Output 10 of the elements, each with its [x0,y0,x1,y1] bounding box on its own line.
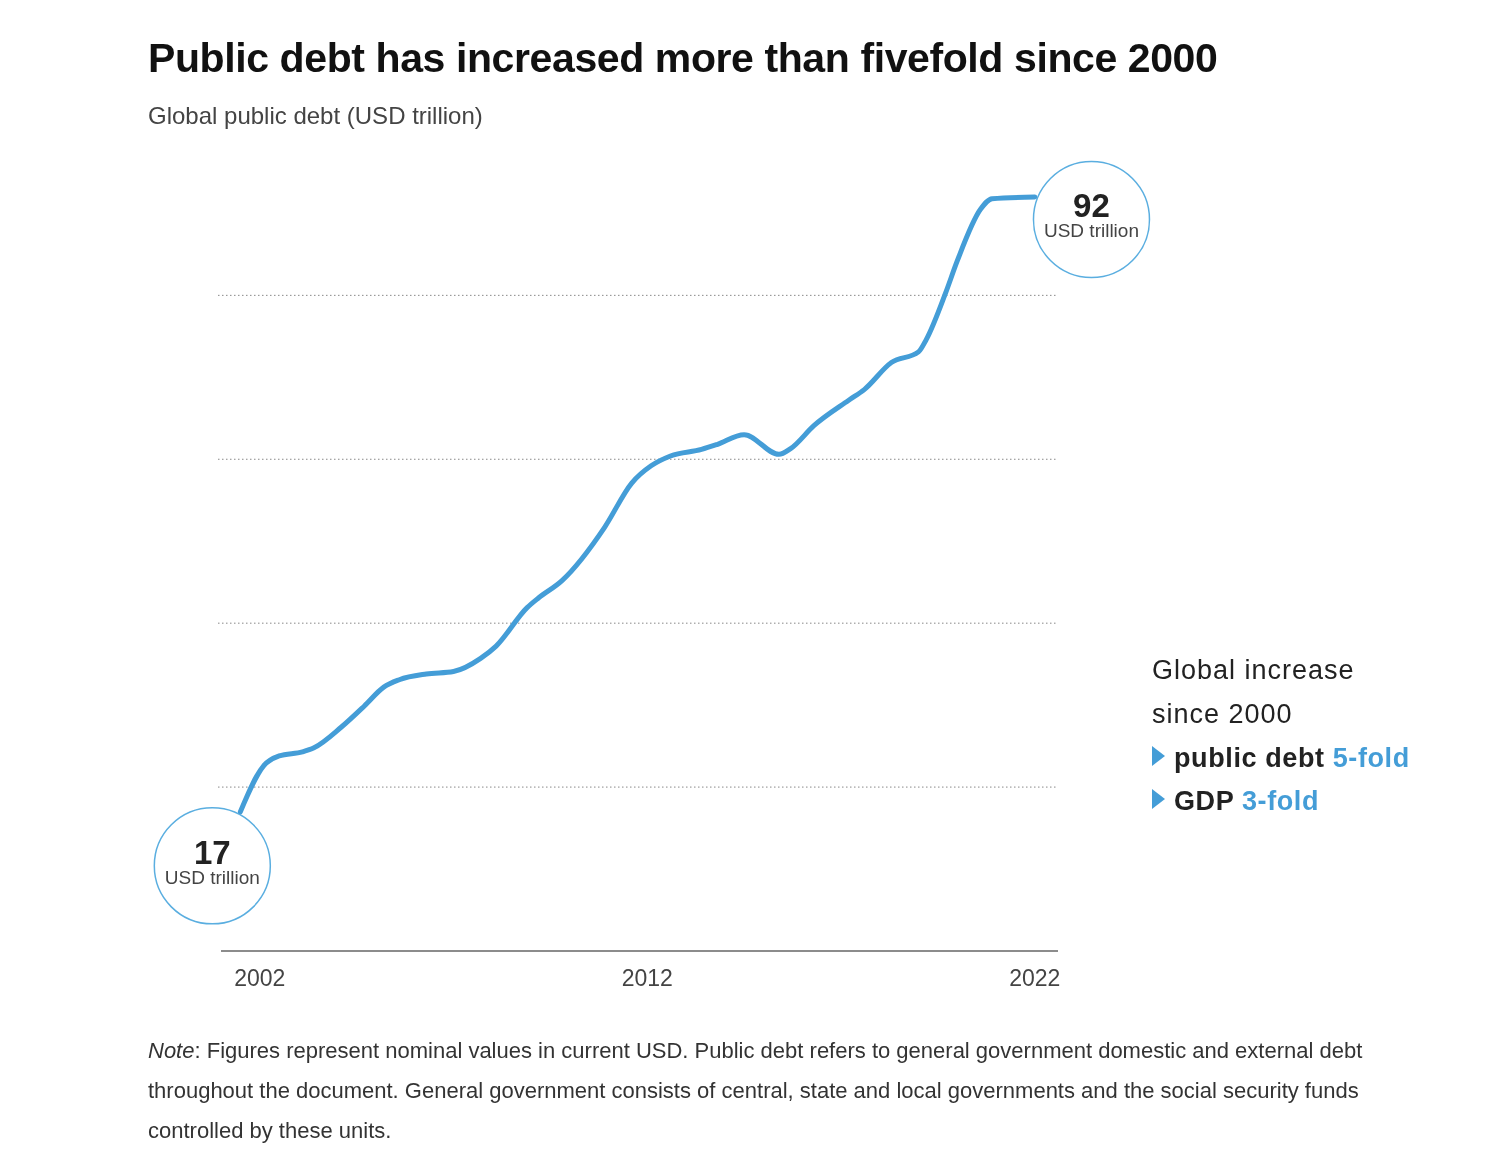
x-tick-label: 2022 [1009,965,1061,991]
text: Note: Figures represent nominal values in current USD. Public debt refers to general government domestic and external debt throughout the document. General government consists of central, state and local governments and the social security funds controlled by these units. [148,1038,1363,1143]
x-tick-label: 2012 [621,965,673,991]
chart-title: Public debt has increased more than fivefold since 2000 [148,35,1218,81]
data-label: 92 USD trillion [1043,187,1139,242]
text: GDP 3-fold [1174,786,1320,816]
text: public debt 5-fold [1174,743,1410,773]
x-tick-label: 2002 [234,965,286,991]
chart-subtitle: Global public debt (USD trillion) [148,102,483,129]
data-label: 17 USD trillion [164,833,260,888]
